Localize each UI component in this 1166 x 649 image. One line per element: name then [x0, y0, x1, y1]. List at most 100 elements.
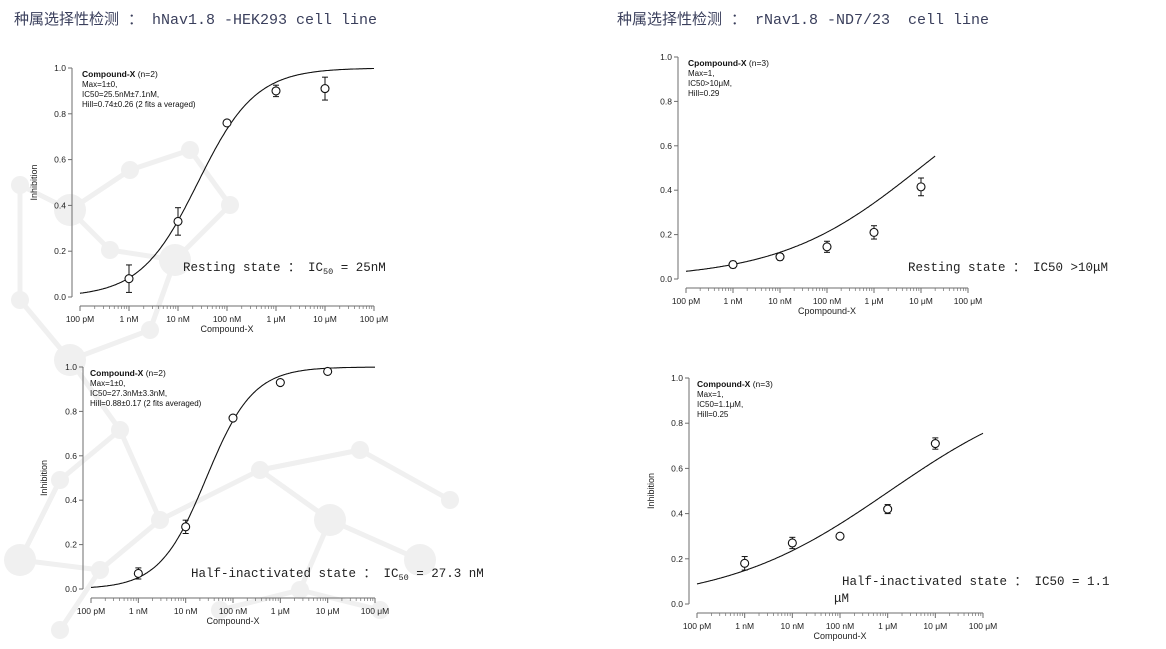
x-tick-label: 100 pM: [672, 296, 700, 306]
x-tick-label: 10 nM: [174, 606, 198, 616]
data-point: [275, 377, 285, 388]
x-tick-label: 100 nM: [826, 621, 854, 631]
data-point: [883, 504, 893, 515]
y-tick-label: 0.8: [65, 406, 77, 416]
x-tick-label: 1 nM: [120, 314, 139, 324]
marker: [320, 84, 330, 94]
header-left-title: 种属选择性检测 ： hNav1.8 -HEK293 cell line: [14, 12, 378, 29]
legend-n: (n=2): [135, 69, 158, 79]
molecule-atom: [291, 581, 309, 599]
legend-line: IC50>10μM,: [688, 79, 732, 88]
legend-series-name: Compound-X: [697, 379, 751, 389]
y-tick-label: 0.8: [660, 96, 672, 106]
molecule-bond: [328, 517, 422, 563]
x-tick-label: 100 pM: [77, 606, 105, 616]
marker: [222, 118, 232, 128]
y-tick-label: 1.0: [671, 373, 683, 383]
x-tick-label: 100 μM: [954, 296, 983, 306]
y-tick-label: 0.0: [660, 274, 672, 284]
x-tick-label: 10 μM: [923, 621, 947, 631]
molecule-bond: [58, 428, 122, 482]
legend-line: IC50=25.5nM±7.1nM,: [82, 90, 159, 99]
x-tick-label: 100 μM: [969, 621, 998, 631]
marker: [869, 227, 879, 237]
header-right-title: 种属选择性检测 ： rNav1.8 -ND7/23 cell line: [617, 12, 990, 29]
legend-line: Max=1±0,: [82, 80, 117, 89]
state-annotation: Half-inactivated state ： IC50 = 1.1: [842, 575, 1110, 589]
marker: [323, 366, 333, 376]
molecule-atom: [111, 421, 129, 439]
legend-n: (n=2): [143, 368, 166, 378]
molecule-bond: [129, 147, 191, 173]
x-tick-label: 10 μM: [313, 314, 337, 324]
x-tick-label: 10 nM: [781, 621, 805, 631]
molecule-atom: [4, 544, 36, 576]
y-tick-label: 0.0: [54, 292, 66, 302]
y-axis-label: Inhibition: [646, 473, 656, 509]
x-tick-label: 100 pM: [683, 621, 711, 631]
data-point: [222, 118, 232, 128]
data-point: [869, 225, 879, 240]
y-tick-label: 0.6: [671, 463, 683, 473]
y-tick-label: 0.6: [54, 155, 66, 165]
molecule-atom: [121, 161, 139, 179]
molecule-atom: [54, 344, 86, 376]
y-tick-label: 0.8: [54, 109, 66, 119]
y-tick-label: 0.2: [660, 230, 672, 240]
y-axis-label: Inhibition: [29, 164, 39, 200]
x-tick-label: 100 nM: [219, 606, 247, 616]
data-point: [133, 567, 143, 580]
x-axis-label: Compound-X: [200, 324, 253, 334]
molecule-atom: [251, 461, 269, 479]
y-tick-label: 1.0: [54, 63, 66, 73]
data-point: [822, 240, 832, 253]
marker: [181, 522, 191, 532]
x-tick-label: 1 μM: [271, 606, 290, 616]
x-tick-label: 1 μM: [878, 621, 897, 631]
annotation-text: Resting state ： IC50 >10μM: [908, 261, 1108, 275]
legend-line: Max=1±0,: [90, 379, 125, 388]
legend-title: Compound-X (n=3): [697, 379, 773, 389]
annotation-text: Resting state ： IC: [183, 261, 323, 275]
x-tick-label: 1 nM: [724, 296, 743, 306]
marker: [133, 568, 143, 579]
marker: [740, 558, 750, 568]
annotation-value: = 25nM: [333, 261, 386, 275]
molecule-atom: [11, 176, 29, 194]
state-annotation: Resting state ： IC50 >10μM: [908, 261, 1108, 275]
legend-n: (n=3): [747, 58, 770, 68]
molecule-atom: [101, 241, 119, 259]
legend-line: Max=1,: [688, 69, 714, 78]
molecule-atom: [54, 194, 86, 226]
molecule-bond: [299, 587, 381, 613]
molecule-atom: [91, 561, 109, 579]
molecule-atom: [159, 244, 191, 276]
legend-line: Hill=0.88±0.17 (2 fits averaged): [90, 399, 202, 408]
molecule-atom: [11, 291, 29, 309]
marker: [787, 538, 797, 548]
molecule-atom: [181, 141, 199, 159]
molecule-atom: [211, 601, 229, 619]
annotation-text: Half-inactivated state ： IC50 = 1.1: [842, 575, 1110, 589]
y-tick-label: 0.0: [65, 584, 77, 594]
x-axis-label: Compound-X: [813, 631, 866, 641]
y-tick-label: 0.2: [671, 554, 683, 564]
data-point: [173, 207, 183, 236]
legend-title: Cpompound-X (n=3): [688, 58, 769, 68]
y-tick-label: 0.6: [660, 141, 672, 151]
x-tick-label: 10 nM: [166, 314, 190, 324]
molecule-bond: [358, 447, 452, 503]
y-tick-label: 0.4: [54, 200, 66, 210]
x-tick-label: 100 nM: [813, 296, 841, 306]
y-tick-label: 0.2: [65, 540, 77, 550]
data-point: [787, 536, 797, 550]
x-axis-label: Cpompound-X: [798, 306, 856, 316]
data-point: [835, 531, 845, 541]
x-tick-label: 1 nM: [735, 621, 754, 631]
marker: [124, 274, 134, 284]
molecule-bond: [259, 447, 361, 473]
